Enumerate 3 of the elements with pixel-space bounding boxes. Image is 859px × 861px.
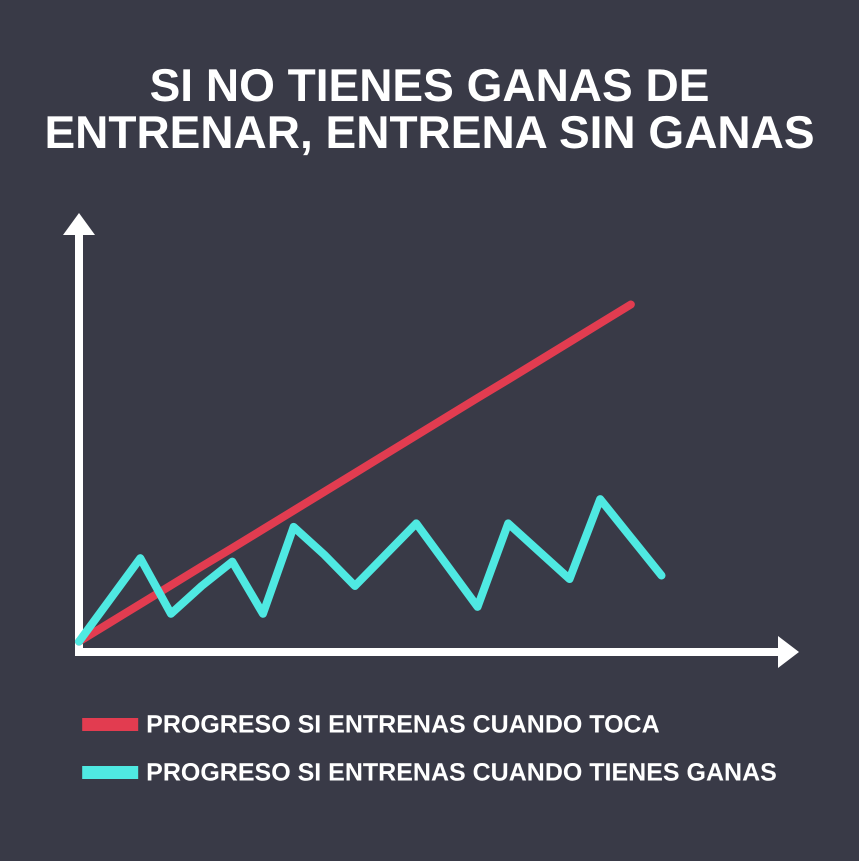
legend-label: PROGRESO SI ENTRENAS CUANDO TIENES GANAS	[146, 758, 777, 786]
legend-label: PROGRESO SI ENTRENAS CUANDO TOCA	[146, 710, 660, 738]
chart-title: SI NO TIENES GANAS DE ENTRENAR, ENTRENA SIN GANAS	[43, 59, 816, 158]
